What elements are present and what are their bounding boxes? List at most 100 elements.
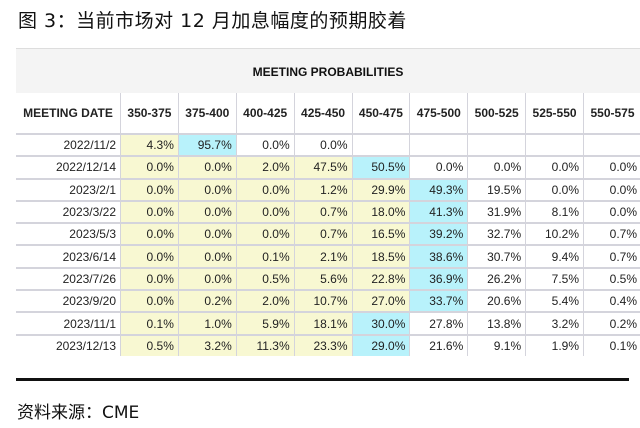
column-header: 400-425 [236,93,295,135]
probability-cell: 0.0% [120,178,179,202]
table-row: 2023/5/3 0.0% 0.0% 0.0% 0.7% 16.5% 39.2% 32.7% 1… [16,223,640,247]
probability-cell: 0.1% [583,334,640,356]
probability-cell: 9.1% [467,334,527,356]
probability-cell: 0.0% [583,156,640,180]
meeting-date: 2022/12/14 [16,156,121,180]
probability-cell: 7.5% [525,267,584,292]
probability-cell: 5.9% [236,312,295,336]
probability-cell: 30.7% [467,245,527,269]
table-row: 2022/12/14 0.0% 0.0% 2.0% 47.5% 50.5% 0.0% 0.0%… [16,156,640,180]
probability-cell: 10.2% [525,223,584,247]
probability-cell: 13.8% [467,312,527,336]
probability-cell: 3.2% [525,312,584,336]
probability-cell: 18.0% [352,200,411,225]
probability-cell: 0.0% [120,290,179,314]
source-note: 资料来源：CME [17,403,140,423]
column-header: 425-450 [294,93,353,135]
probability-cell: 5.4% [525,290,584,314]
probability-cell: 0.7% [583,223,640,247]
probability-cell: 26.2% [467,267,527,292]
probability-cell: 3.2% [178,334,237,356]
probability-cell: 0.0% [120,245,179,269]
meeting-probabilities-table: MEETING PROBABILITIES MEETING DATE 350-3… [16,48,640,356]
probability-cell: 0.0% [525,178,584,202]
probability-cell: 18.5% [352,245,411,269]
probability-cell: 1.0% [178,312,237,336]
probability-cell: 5.6% [294,267,353,292]
probability-cell: 2.0% [236,290,295,314]
table-row: 2023/2/1 0.0% 0.0% 0.0% 1.2% 29.9% 49.3% 19.5% 0… [16,178,640,202]
probability-cell: 31.9% [467,200,527,225]
probability-cell: 0.0% [120,156,179,180]
table-row: 2023/12/13 0.5% 3.2% 11.3% 23.3% 29.0% 21.6% 9.… [16,334,640,356]
probability-cell: 18.1% [294,312,353,336]
probability-cell: 49.3% [409,178,469,202]
table-heading: MEETING PROBABILITIES [16,48,640,93]
probability-cell: 0.4% [583,290,640,314]
probability-cell: 33.7% [409,290,469,314]
meeting-date: 2023/7/26 [16,267,121,292]
probability-cell [583,134,640,158]
probability-cell: 23.3% [294,334,353,356]
probability-cell: 0.5% [120,334,179,356]
probability-cell: 38.6% [409,245,469,269]
probability-cell: 8.1% [525,200,584,225]
table-row: 2023/11/1 0.1% 1.0% 5.9% 18.1% 30.0% 27.8% 13.8… [16,312,640,336]
probability-cell: 21.6% [409,334,469,356]
meeting-date: 2023/2/1 [16,178,121,202]
probability-cell: 19.5% [467,178,527,202]
column-header: 350-375 [120,93,179,135]
table-row: 2023/9/20 0.0% 0.2% 2.0% 10.7% 27.0% 33.7% 20.6… [16,290,640,314]
probability-cell: 0.0% [178,245,237,269]
probability-cell: 29.9% [352,178,411,202]
probability-cell: 29.0% [352,334,411,356]
meeting-date: 2023/5/3 [16,223,121,247]
probability-cell: 32.7% [467,223,527,247]
table-row: 2023/3/22 0.0% 0.0% 0.0% 0.7% 18.0% 41.3% 31.9%… [16,200,640,225]
header-row: MEETING DATE 350-375 375-400 400-425 425-45… [16,93,640,135]
probability-cell: 0.1% [236,245,295,269]
probability-cell: 1.2% [294,178,353,202]
column-header: 550-575 [583,93,640,135]
probability-cell [525,134,584,158]
probability-cell: 0.0% [178,156,237,180]
probability-cell: 2.1% [294,245,353,269]
meeting-date: 2023/11/1 [16,312,121,336]
column-header: 375-400 [178,93,237,135]
column-header-date: MEETING DATE [16,93,121,135]
probability-cell: 0.7% [294,223,353,247]
column-header: 475-500 [409,93,469,135]
probability-cell: 0.0% [467,156,527,180]
probability-cell: 0.0% [236,134,295,158]
probability-cell: 0.0% [178,200,237,225]
probability-cell: 0.0% [178,223,237,247]
divider [16,378,629,381]
meeting-date: 2022/11/2 [16,134,121,158]
probability-cell: 0.0% [236,223,295,247]
probability-cell: 0.0% [178,267,237,292]
probability-cell: 1.9% [525,334,584,356]
probability-cell: 0.0% [525,156,584,180]
table-row: 2023/7/26 0.0% 0.0% 0.5% 5.6% 22.8% 36.9% 26.2%… [16,267,640,292]
meeting-date: 2023/12/13 [16,334,121,356]
probability-cell: 20.6% [467,290,527,314]
probability-cell: 0.2% [178,290,237,314]
probability-cell: 0.5% [236,267,295,292]
probability-cell: 0.2% [583,312,640,336]
probability-cell: 0.5% [583,267,640,292]
probability-cell: 30.0% [352,312,411,336]
probability-cell: 0.0% [236,178,295,202]
meeting-date: 2023/6/14 [16,245,121,269]
probability-cell: 0.0% [583,178,640,202]
column-header: 450-475 [352,93,411,135]
probability-cell: 0.0% [120,223,179,247]
probability-cell: 50.5% [352,156,411,180]
column-header: 525-550 [525,93,584,135]
probability-cell: 16.5% [352,223,411,247]
probability-cell: 27.0% [352,290,411,314]
probability-cell: 9.4% [525,245,584,269]
probability-cell [352,134,411,158]
probability-cell: 0.1% [120,312,179,336]
probability-cell: 0.0% [178,178,237,202]
table-row: 2022/11/2 4.3% 95.7% 0.0% 0.0% [16,134,640,158]
